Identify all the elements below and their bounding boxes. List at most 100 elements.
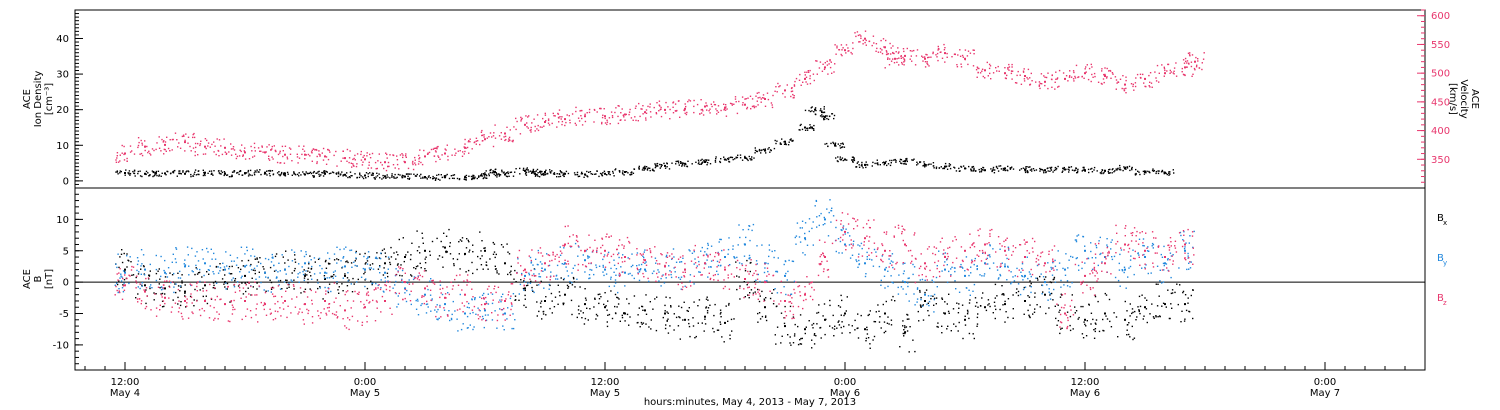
velocity-series-cloud-point — [414, 162, 416, 164]
by-series-cloud-point — [454, 310, 456, 312]
velocity-series-cloud-point — [1103, 74, 1105, 76]
velocity-series-cloud-point — [312, 148, 315, 150]
by-series-cloud-point — [970, 272, 972, 274]
bx-series-cloud-point — [857, 327, 859, 329]
velocity-series-cloud-point — [746, 108, 748, 110]
bx-series-cloud-point — [364, 252, 366, 255]
density-series-cloud-point — [603, 170, 606, 172]
bx-series-cloud-point — [142, 265, 145, 267]
bz-series-cloud-point — [274, 310, 277, 312]
velocity-series-cloud-point — [355, 165, 358, 168]
velocity-series-cloud-point — [865, 39, 867, 42]
bx-series-cloud-point — [195, 267, 197, 269]
velocity-series-cloud-point — [964, 49, 967, 51]
velocity-series-cloud-point — [115, 159, 117, 161]
bx-series-cloud-point — [1055, 317, 1057, 320]
by-series-cloud-point — [415, 299, 417, 302]
density-series-cloud-point — [622, 170, 624, 172]
by-series-cloud-point — [1026, 256, 1028, 258]
by-series-cloud-point — [771, 250, 773, 253]
density-series-cloud-point — [1083, 168, 1085, 170]
bx-series-cloud-point — [514, 295, 517, 297]
by-series-cloud-point — [756, 245, 758, 247]
velocity-series-cloud-point — [138, 141, 140, 144]
velocity-series-cloud-point — [316, 161, 318, 163]
density-series-cloud-point — [1122, 169, 1124, 172]
bx-series-point — [864, 328, 866, 331]
bz-series-cloud-point — [213, 306, 215, 309]
density-series-cloud-point — [1040, 168, 1042, 171]
velocity-series-cloud-point — [629, 108, 631, 111]
velocity-series-cloud-point — [1008, 63, 1010, 66]
velocity-series-cloud-point — [243, 150, 245, 152]
velocity-series-cloud-point — [716, 110, 718, 112]
velocity-series-cloud-point — [445, 149, 447, 151]
bx-series-cloud-point — [456, 258, 459, 261]
bz-series-cloud-point — [139, 283, 141, 285]
density-series-cloud-point — [862, 167, 864, 169]
density-series-cloud-point — [338, 173, 340, 175]
bx-series-cloud-point — [337, 289, 339, 291]
velocity-series-cloud-point — [291, 160, 293, 162]
density-series-cloud-point — [861, 161, 863, 164]
bx-series-cloud-point — [333, 259, 336, 261]
bx-series-cloud-point — [536, 301, 538, 303]
bx-series-cloud-point — [750, 289, 753, 291]
density-series-cloud-point — [889, 159, 891, 162]
by-series-cloud-point — [924, 279, 926, 281]
velocity-series-cloud-point — [1047, 72, 1049, 74]
density-series-cloud-point — [358, 176, 361, 179]
by-series-cloud-point — [1064, 274, 1067, 276]
density-series-cloud-point — [595, 173, 597, 175]
bx-series-cloud-point — [877, 304, 879, 306]
bx-series-cloud-point — [294, 254, 296, 256]
density-series-cloud-point — [982, 169, 984, 171]
bx-series-cloud-point — [224, 274, 226, 276]
by-series-cloud-point — [441, 293, 444, 296]
bx-series-cloud-point — [293, 288, 295, 290]
by-series-cloud-point — [120, 280, 123, 282]
by-series-cloud-point — [1084, 245, 1086, 247]
bx-series-cloud-point — [256, 257, 258, 259]
density-series-cloud-point — [1033, 169, 1036, 172]
by-series-cloud-point — [321, 267, 323, 270]
velocity-series-cloud-point — [1016, 74, 1018, 77]
bx-series-cloud-point — [539, 302, 542, 304]
bx-series-cloud-point — [441, 256, 444, 258]
density-series-cloud-point — [224, 172, 226, 174]
bx-series-cloud-point — [950, 330, 952, 332]
density-series-cloud-point — [501, 171, 503, 173]
bx-series-cloud-point — [707, 307, 710, 309]
density-series-cloud-point — [125, 169, 127, 171]
velocity-series-cloud-point — [561, 123, 563, 126]
velocity-series-cloud-point — [639, 115, 641, 118]
by-series-cloud-point — [1138, 238, 1141, 240]
density-series-cloud-point — [945, 166, 947, 168]
velocity-series-cloud-point — [1065, 75, 1068, 77]
bx-series-cloud-point — [725, 305, 727, 307]
bx-series-cloud-point — [210, 298, 213, 300]
bx-series-cloud-point — [481, 240, 483, 242]
velocity-series-cloud-point — [561, 120, 564, 123]
by-series-cloud-point — [971, 259, 973, 261]
bx-series-cloud-point — [645, 323, 647, 325]
bx-series-cloud-point — [904, 332, 906, 335]
bx-series-cloud-point — [506, 243, 508, 245]
density-series-cloud-point — [483, 177, 485, 179]
by-series-cloud-point — [434, 309, 436, 311]
density-series-point — [534, 172, 536, 175]
velocity-series-cloud-point — [558, 121, 560, 123]
by-series-cloud-point — [1057, 250, 1059, 252]
density-series-cloud-point — [644, 165, 646, 168]
bx-series-cloud-point — [606, 321, 608, 323]
density-series-cloud-point — [385, 177, 387, 179]
by-series-cloud-point — [165, 273, 167, 275]
by-series-cloud-point — [838, 252, 840, 254]
by-series-cloud-point — [818, 215, 821, 217]
bx-series-cloud-point — [1094, 322, 1097, 324]
bz-series-cloud-point — [274, 295, 277, 297]
bx-series-cloud-point — [765, 319, 768, 322]
density-series-cloud-point — [154, 172, 156, 174]
by-series-cloud-point — [1066, 285, 1069, 287]
velocity-series-cloud-point — [539, 126, 542, 128]
